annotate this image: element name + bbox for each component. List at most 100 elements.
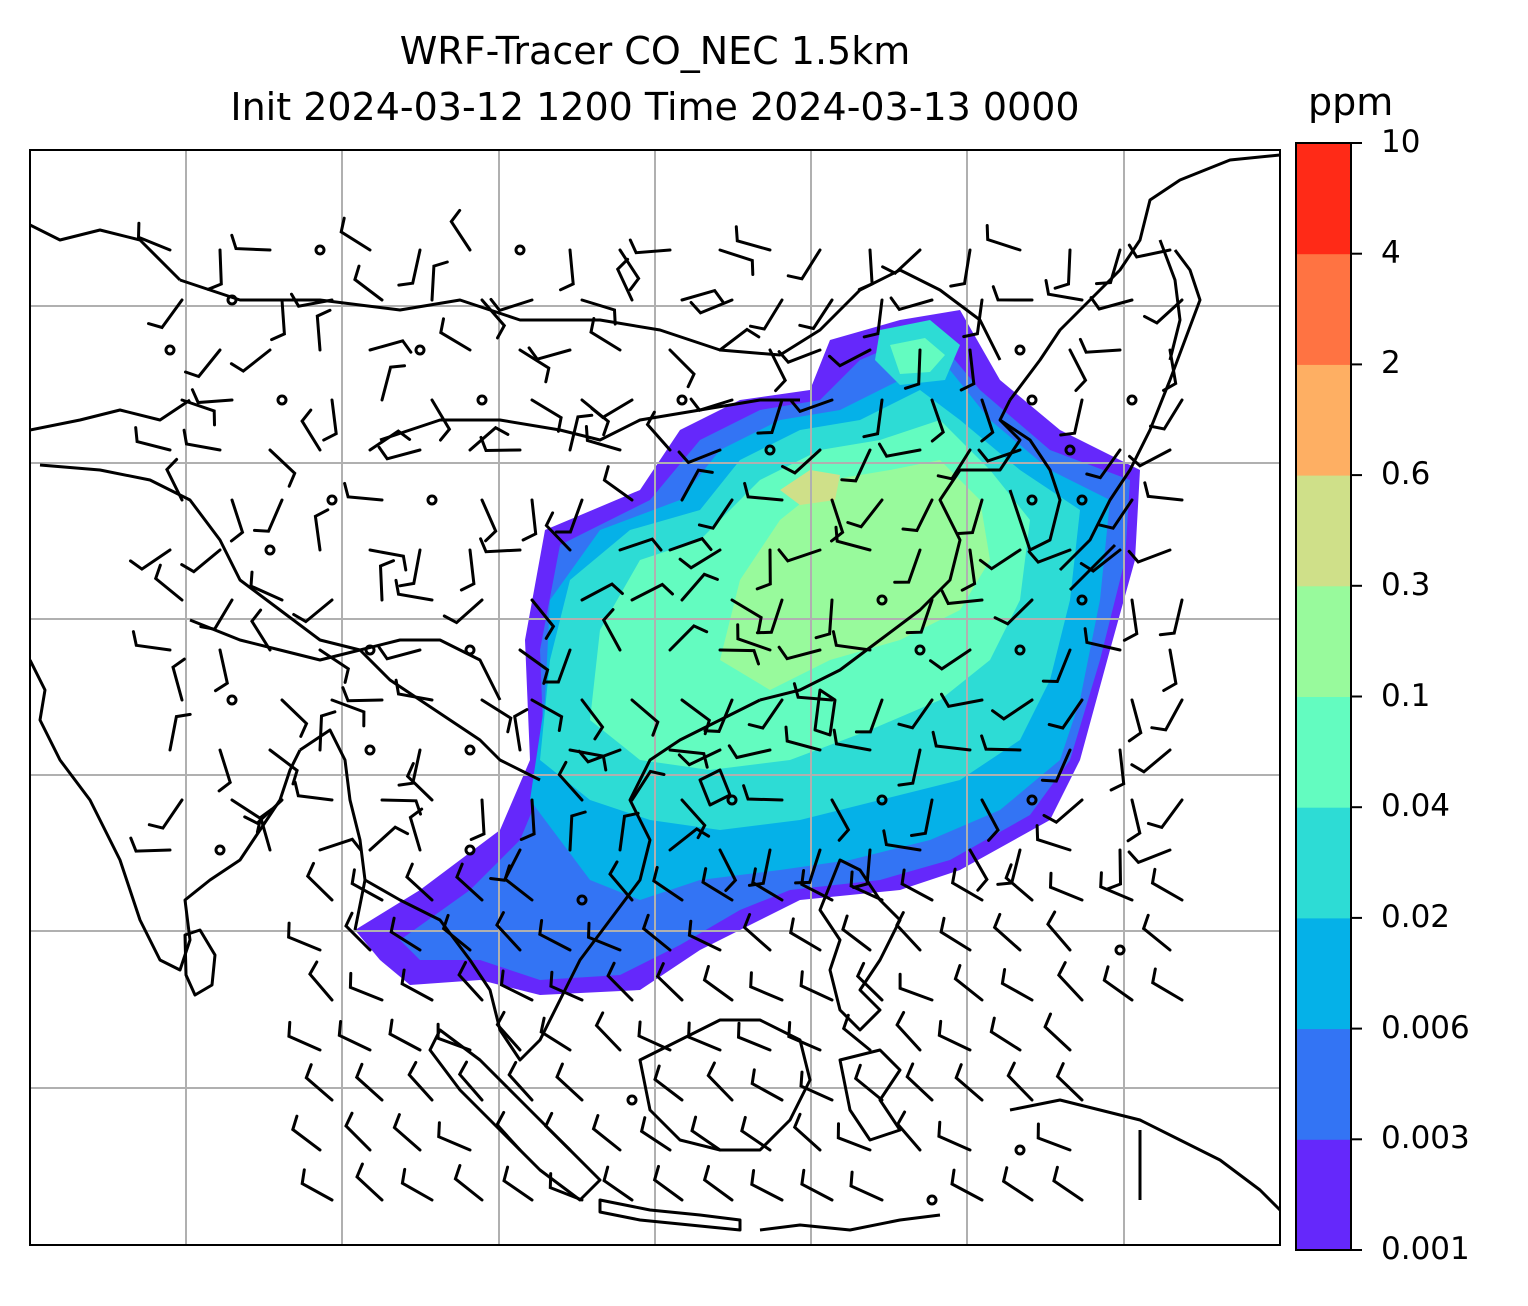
borneo-coastline [638, 1018, 812, 1152]
wind-barb [777, 348, 822, 364]
wind-barb [339, 216, 372, 252]
wind-barb [442, 598, 484, 625]
sulawesi-coastline [838, 1048, 902, 1142]
calm-wind-circle [1076, 594, 1088, 606]
wind-barb [953, 964, 984, 1002]
wind-barb [190, 388, 234, 405]
calm-wind-circle [726, 794, 738, 806]
wind-barb [230, 233, 272, 252]
wind-barb [229, 348, 272, 373]
colorbar-segment [1296, 1139, 1351, 1251]
colorbar-tick-label: 10 [1381, 124, 1421, 160]
wind-barb [991, 698, 1034, 721]
wind-barb [898, 972, 934, 1002]
wind-barb [680, 288, 725, 304]
calm-wind-circle [1014, 644, 1026, 656]
wind-barb [354, 1062, 384, 1102]
wind-barb [606, 961, 634, 1002]
wind-barb [1048, 871, 1084, 902]
colorbar-ticks [1351, 142, 1362, 1251]
wind-barb [834, 525, 872, 552]
wind-barb [950, 867, 984, 902]
wind-barb [645, 410, 672, 452]
colorbar-tick-label: 0.04 [1381, 788, 1451, 825]
wind-barb [457, 1060, 484, 1102]
wind-barb [727, 744, 772, 760]
wind-barb [243, 798, 284, 826]
lesser-sunda-coastline [759, 1213, 941, 1232]
wind-barb [580, 698, 605, 741]
wind-barb [343, 481, 384, 502]
wind-barb [937, 1019, 972, 1052]
wind-barb [630, 698, 660, 737]
wind-barb [530, 398, 563, 433]
wind-barb [940, 692, 984, 708]
wind-barb [568, 413, 594, 452]
wind-barb [1127, 243, 1172, 259]
wind-barb [630, 582, 674, 602]
calm-wind-circle [876, 794, 888, 806]
calm-wind-circle [214, 844, 226, 856]
wind-barb [184, 348, 222, 379]
wind-barb [639, 1116, 672, 1152]
calm-wind-circle [876, 594, 888, 606]
wind-barb [300, 1168, 334, 1202]
wind-barb [206, 248, 223, 291]
coastlines [30, 153, 1280, 1232]
wind-barb [628, 238, 672, 255]
colorbar-segment [1296, 917, 1351, 1030]
central-asia-border [30, 223, 191, 432]
mongolia-china-border [379, 398, 800, 442]
wind-barb [1042, 798, 1084, 825]
wind-barb [792, 1112, 822, 1152]
wind-barb [308, 960, 334, 1002]
wind-barb [959, 348, 976, 392]
wind-barb [1040, 748, 1072, 783]
wind-barb [882, 829, 922, 852]
wind-barb [555, 1062, 584, 1102]
wind-barb [937, 1120, 972, 1152]
wind-barb [394, 678, 434, 702]
wind-barb [1006, 1061, 1034, 1102]
wind-barb [469, 798, 486, 841]
colorbar-segment [1296, 143, 1351, 255]
wind-barb [702, 965, 734, 1002]
wind-barb [530, 698, 564, 732]
wind-barb [129, 548, 172, 571]
wind-barbs [129, 208, 1184, 1206]
wind-barb [1109, 748, 1126, 792]
wind-barb [580, 582, 624, 602]
colorbar-unit-label: ppm [1308, 80, 1394, 124]
wind-barb [1158, 598, 1184, 637]
wind-barb [322, 398, 338, 442]
calm-wind-circle [914, 644, 926, 656]
wind-barb [680, 468, 714, 502]
colorbar-segment [1296, 475, 1351, 587]
colorbar [1296, 143, 1351, 1251]
wind-barb [439, 317, 472, 352]
wind-barb [706, 1061, 734, 1102]
wind-barb [832, 728, 872, 752]
calm-wind-circle [1126, 394, 1138, 406]
wind-barb [849, 1170, 884, 1202]
wind-barb [743, 481, 784, 502]
wind-barb [480, 298, 507, 340]
wind-barb [180, 398, 216, 427]
wind-barb [749, 298, 784, 331]
wind-barb [1068, 348, 1088, 392]
map-frame [29, 149, 1281, 1246]
wind-barb [668, 748, 709, 769]
wind-barb [630, 769, 666, 802]
colorbar-tick-label: 0.02 [1381, 898, 1451, 935]
wind-barb [1000, 968, 1034, 1002]
taiwan-coastline [813, 688, 837, 737]
wind-barb [980, 734, 1022, 752]
china-inner-border [39, 463, 502, 701]
wind-barb [129, 836, 172, 853]
wind-barb [950, 1168, 984, 1202]
wind-barb [430, 260, 449, 302]
wind-barb [455, 862, 484, 902]
wind-barb [453, 1164, 484, 1202]
colorbar-segment [1296, 1028, 1351, 1140]
wind-barb [751, 867, 784, 902]
